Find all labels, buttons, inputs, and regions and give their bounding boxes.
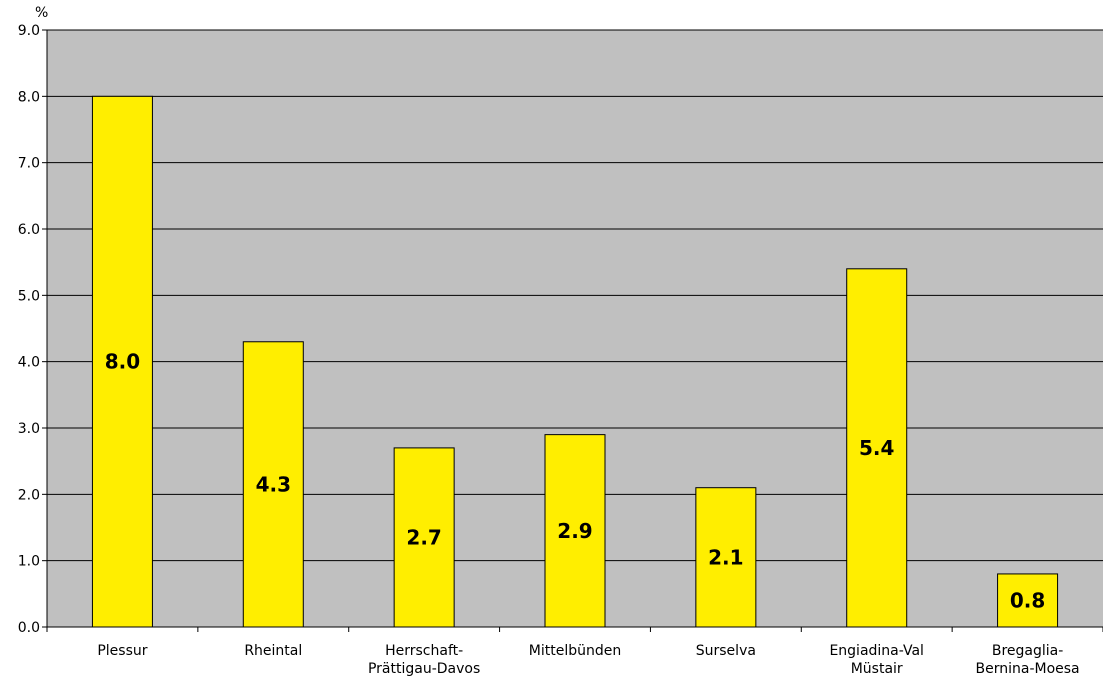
y-tick-label: 5.0 xyxy=(18,288,40,304)
category-label-line: Mittelbünden xyxy=(529,643,621,659)
category-label-line: Surselva xyxy=(696,643,756,659)
y-unit-label: % xyxy=(35,5,48,21)
bar xyxy=(997,573,1059,628)
bar xyxy=(91,95,153,628)
data-label: 8.0 xyxy=(105,350,140,374)
y-tick-label: 4.0 xyxy=(18,355,40,371)
y-tick-label: 8.0 xyxy=(18,89,40,105)
category-label-line: Bregaglia- xyxy=(992,643,1063,659)
bar xyxy=(846,268,908,628)
category-label: Mittelbünden xyxy=(529,643,621,659)
x-axis: Plessur Rheintal Herrschaft- Prättigau-Davo… xyxy=(46,626,1103,677)
y-tick-label: 9.0 xyxy=(18,23,40,39)
data-label: 2.7 xyxy=(406,525,441,549)
category-label-line: Plessur xyxy=(97,643,147,659)
y-tick-label: 0.0 xyxy=(18,620,40,636)
data-labels: 8.0 4.3 2.7 2.9 2.1 5.4 0.8 xyxy=(105,350,1046,613)
category-label-line: Prättigau-Davos xyxy=(368,661,480,677)
y-tick-label: 7.0 xyxy=(18,156,40,172)
category-label: Rheintal xyxy=(244,643,302,659)
y-tick-label: 6.0 xyxy=(18,222,40,238)
y-tick-label: 2.0 xyxy=(18,487,40,503)
category-label: Engiadina-Val Müstair xyxy=(829,643,924,677)
category-label-line: Bernina-Moesa xyxy=(976,661,1080,677)
bars xyxy=(91,95,1059,628)
data-label: 5.4 xyxy=(859,436,894,460)
data-label: 0.8 xyxy=(1010,588,1045,612)
category-label: Plessur xyxy=(97,643,147,659)
y-tick-label: 3.0 xyxy=(18,421,40,437)
category-label-line: Engiadina-Val xyxy=(829,643,924,659)
category-label-line: Müstair xyxy=(851,661,903,677)
category-label: Bregaglia- Bernina-Moesa xyxy=(976,643,1080,677)
category-label-line: Herrschaft- xyxy=(385,643,463,659)
bar xyxy=(393,447,455,628)
category-label-line: Rheintal xyxy=(244,643,302,659)
y-axis: 0.0 1.0 2.0 3.0 4.0 5.0 6.0 7.0 8.0 9.0 xyxy=(18,23,48,636)
category-label: Surselva xyxy=(696,643,756,659)
data-label: 2.1 xyxy=(708,545,743,569)
data-label: 2.9 xyxy=(557,519,592,543)
y-tick-label: 1.0 xyxy=(18,554,40,570)
bar xyxy=(242,341,304,628)
data-label: 4.3 xyxy=(256,472,291,496)
category-label: Herrschaft- Prättigau-Davos xyxy=(368,643,480,677)
bar xyxy=(695,487,757,628)
bar xyxy=(544,434,606,628)
